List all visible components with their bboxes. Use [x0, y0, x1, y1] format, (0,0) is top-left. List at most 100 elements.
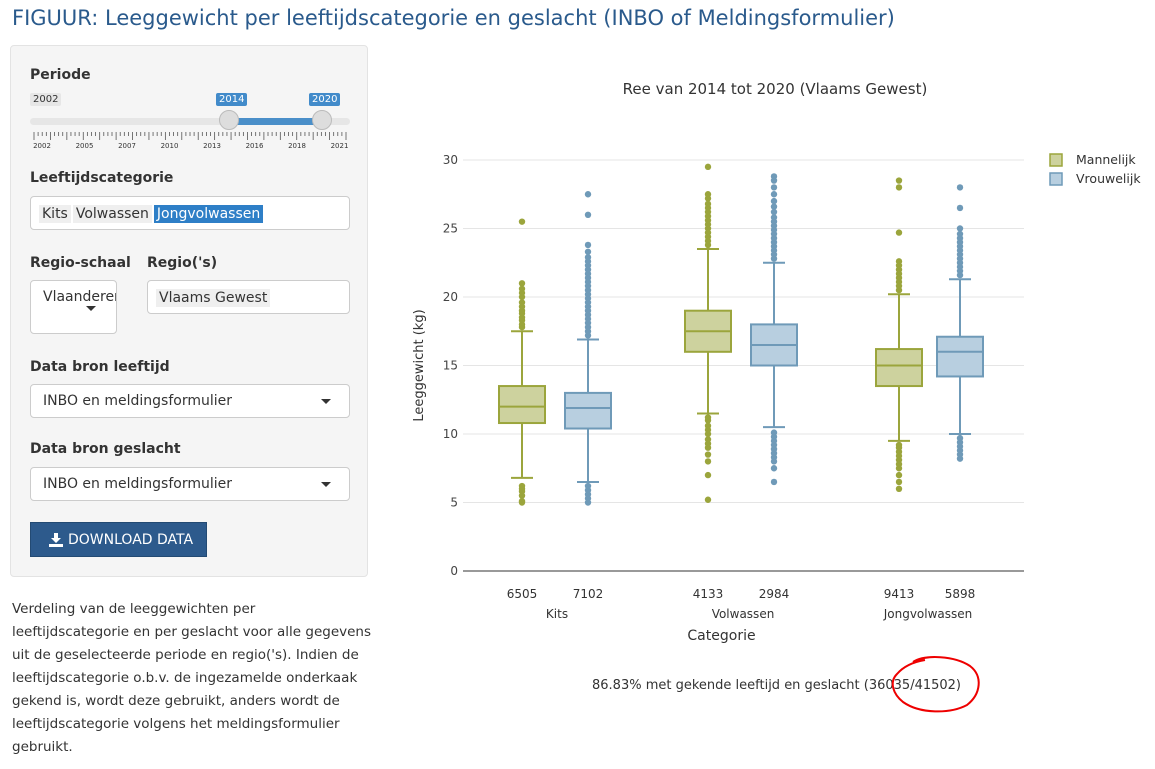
outlier-point — [518, 218, 526, 225]
x-axis-label: Categorie — [687, 628, 755, 644]
red-annotation-circle — [891, 656, 980, 713]
count-label: 5898 — [945, 587, 976, 601]
outlier-point — [770, 191, 778, 198]
outlier-point — [895, 441, 903, 449]
outlier-point — [584, 191, 592, 198]
leeftijd-multiselect[interactable]: Kits Volwassen Jongvolwassen — [30, 196, 350, 230]
regio-schaal-value: Vlaanderen — [43, 289, 117, 305]
outlier-point — [584, 248, 592, 255]
outlier-point — [704, 496, 712, 503]
outlier-point — [895, 184, 903, 191]
outlier-point — [895, 471, 903, 479]
outlier-point — [895, 258, 903, 265]
download-label: DOWNLOAD DATA — [68, 532, 194, 548]
outlier-point — [770, 184, 778, 191]
tag-volwassen[interactable]: Volwassen — [72, 205, 152, 223]
count-label: 9413 — [884, 587, 915, 601]
slider-tick-label: 2007 — [118, 142, 136, 150]
outlier-point — [584, 254, 592, 261]
outlier-point — [704, 191, 712, 198]
chevron-down-icon — [321, 482, 331, 487]
slider-tick-label: 2002 — [33, 142, 51, 150]
outlier-point — [518, 482, 526, 490]
outlier-point — [584, 241, 592, 249]
slider-to-handle[interactable] — [312, 110, 332, 130]
slider-to-label: 2020 — [309, 93, 341, 106]
regios-multiselect[interactable]: Vlaams Gewest — [147, 280, 350, 314]
box — [936, 335, 984, 378]
outlier-point — [770, 465, 778, 472]
periode-slider[interactable]: 2002 2014 2020 2002 2005 2007 2010 2013 2016 2… — [30, 90, 350, 160]
slider-ticks — [33, 132, 347, 140]
leeftijd-label: Leeftijdscategorie — [30, 170, 174, 186]
outlier-point — [956, 225, 964, 232]
y-tick-label: 30 — [443, 153, 458, 167]
slider-from-label: 2014 — [216, 93, 248, 106]
outlier-point — [584, 211, 592, 218]
bron-leeftijd-select[interactable]: INBO en meldingsformulier — [30, 384, 350, 418]
legend-label: Vrouwelijk — [1076, 171, 1141, 186]
bron-geslacht-select[interactable]: INBO en meldingsformulier — [30, 467, 350, 501]
y-tick-label: 15 — [443, 359, 458, 373]
bron-leeftijd-value: INBO en meldingsformulier — [43, 393, 232, 409]
download-icon — [49, 533, 63, 547]
outlier-point — [956, 184, 964, 191]
y-tick-label: 20 — [443, 290, 458, 304]
slider-tick-label: 2005 — [75, 142, 94, 150]
legend-swatch — [1049, 153, 1063, 167]
slider-from-handle[interactable] — [219, 110, 239, 130]
download-data-button[interactable]: DOWNLOAD DATA — [30, 522, 207, 557]
count-label: 7102 — [573, 587, 604, 601]
slider-tick-label: 2016 — [245, 142, 264, 150]
outlier-point — [584, 482, 592, 490]
slider-tick-label: 2021 — [330, 142, 349, 150]
outlier-point — [704, 451, 712, 458]
outlier-point — [956, 230, 964, 238]
y-tick-label: 25 — [443, 222, 458, 236]
legend-swatch — [1049, 172, 1063, 186]
x-category-label: Volwassen — [712, 607, 775, 621]
outlier-point — [770, 478, 778, 486]
outlier-point — [956, 434, 964, 442]
tag-jongvolwassen[interactable]: Jongvolwassen — [153, 205, 264, 223]
outlier-point — [895, 485, 903, 492]
slider-min-label: 2002 — [30, 93, 62, 106]
tag-vlaams-gewest[interactable]: Vlaams Gewest — [156, 289, 271, 307]
box — [875, 348, 923, 388]
y-tick-label: 10 — [443, 427, 458, 441]
chart-description: Verdeling van de leeggewichten per leeft… — [12, 601, 372, 755]
y-tick-label: 5 — [450, 496, 458, 510]
outlier-point — [895, 478, 903, 486]
outlier-point — [704, 163, 712, 171]
outlier-point — [956, 204, 964, 212]
outlier-point — [704, 422, 712, 429]
chevron-down-icon — [321, 399, 331, 404]
regio-schaal-select[interactable]: Vlaanderen — [30, 280, 117, 334]
slider-track[interactable] — [30, 118, 350, 125]
slider-tick-label: 2018 — [288, 142, 306, 150]
outlier-point — [770, 197, 778, 205]
outlier-point — [770, 208, 778, 216]
regios-label: Regio('s) — [147, 255, 218, 271]
outlier-point — [704, 458, 712, 465]
outlier-point — [704, 200, 712, 208]
x-category-label: Kits — [546, 607, 568, 621]
outlier-point — [518, 299, 526, 306]
outlier-point — [895, 229, 903, 236]
outlier-point — [704, 471, 712, 479]
regio-schaal-label: Regio-schaal — [30, 255, 131, 271]
count-label: 6505 — [507, 587, 538, 601]
outlier-point — [770, 214, 778, 221]
outlier-point — [704, 436, 712, 443]
slider-tick-label: 2013 — [203, 142, 221, 150]
chart-title: Ree van 2014 tot 2020 (Vlaams Gewest) — [623, 80, 928, 98]
x-category-label: Jongvolwassen — [883, 607, 973, 621]
slider-range-bar[interactable] — [229, 118, 322, 125]
tag-kits[interactable]: Kits — [39, 205, 71, 223]
outlier-point — [770, 429, 778, 436]
y-axis-label: Leeggewicht (kg) — [412, 309, 427, 421]
periode-label: Periode — [30, 67, 91, 83]
boxplot-chart: Ree van 2014 tot 2020 (Vlaams Gewest) 0 5 1… — [412, 80, 1141, 644]
box — [498, 385, 546, 425]
y-tick-label: 0 — [450, 564, 458, 578]
